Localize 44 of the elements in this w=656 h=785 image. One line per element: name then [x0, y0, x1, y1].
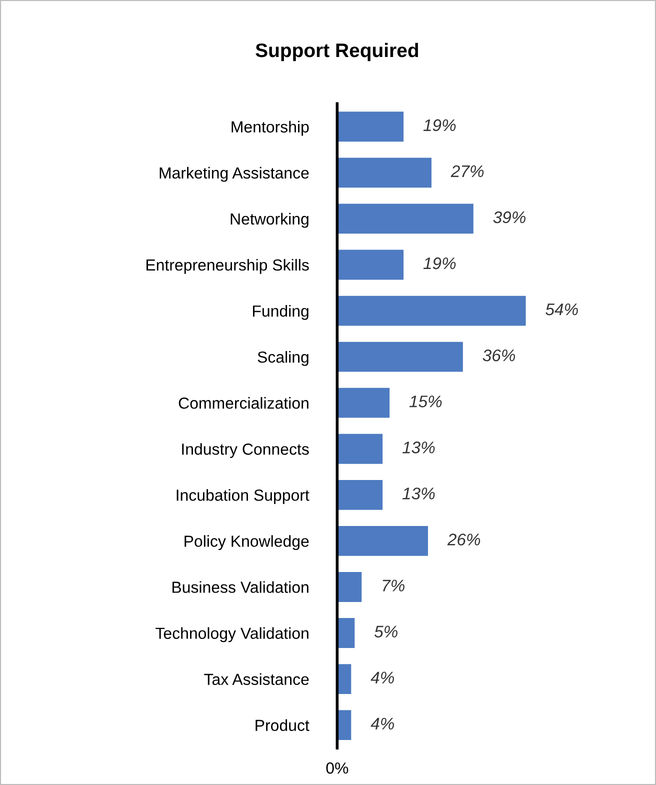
data-label: 27% — [450, 165, 484, 178]
bar — [337, 158, 432, 188]
data-label: 54% — [546, 304, 578, 316]
bar — [337, 434, 383, 464]
y-tick-label: Product — [256, 719, 310, 732]
data-label: 4% — [370, 718, 394, 730]
bar — [337, 112, 404, 142]
data-label: 36% — [482, 349, 516, 362]
y-tick-label: Industry Connects — [182, 443, 309, 458]
data-label: 4% — [370, 672, 394, 684]
bar — [337, 388, 390, 418]
data-label: 39% — [493, 211, 526, 224]
y-tick-label: Networking — [230, 212, 308, 228]
data-label: 15% — [409, 396, 442, 408]
bar — [337, 250, 404, 280]
y-tick-label: Mentorship — [232, 120, 309, 136]
y-tick-label: Technology Validation — [156, 627, 308, 642]
bar — [337, 572, 362, 602]
y-tick-label: Funding — [253, 304, 308, 320]
data-label: 13% — [402, 442, 435, 454]
data-label: 7% — [382, 580, 404, 592]
text: 0% — [326, 762, 348, 774]
data-label: 19% — [423, 257, 456, 270]
bar — [337, 342, 463, 372]
bar — [337, 296, 526, 326]
y-tick-label: Business Validation — [172, 581, 308, 593]
data-label: 19% — [423, 119, 456, 132]
chart-title: Support Required — [256, 42, 418, 62]
data-label: 13% — [402, 488, 435, 500]
y-tick-label: Tax Assistance — [204, 673, 309, 685]
bar — [337, 204, 474, 234]
bar — [337, 526, 428, 556]
y-tick-label: Commercialization — [178, 397, 308, 409]
y-tick-label: Policy Knowledge — [184, 535, 309, 550]
y-tick-label: Entrepreneurship Skills — [146, 258, 309, 274]
y-tick-label: Marketing Assistance — [160, 166, 309, 182]
data-label: 5% — [374, 626, 398, 638]
y-tick-label: Incubation Support — [176, 489, 310, 504]
bar — [337, 664, 352, 694]
bar — [337, 480, 383, 510]
y-tick-label: Scaling — [258, 351, 308, 366]
bar — [337, 710, 352, 740]
data-label: 26% — [447, 534, 480, 546]
bar — [337, 618, 355, 648]
